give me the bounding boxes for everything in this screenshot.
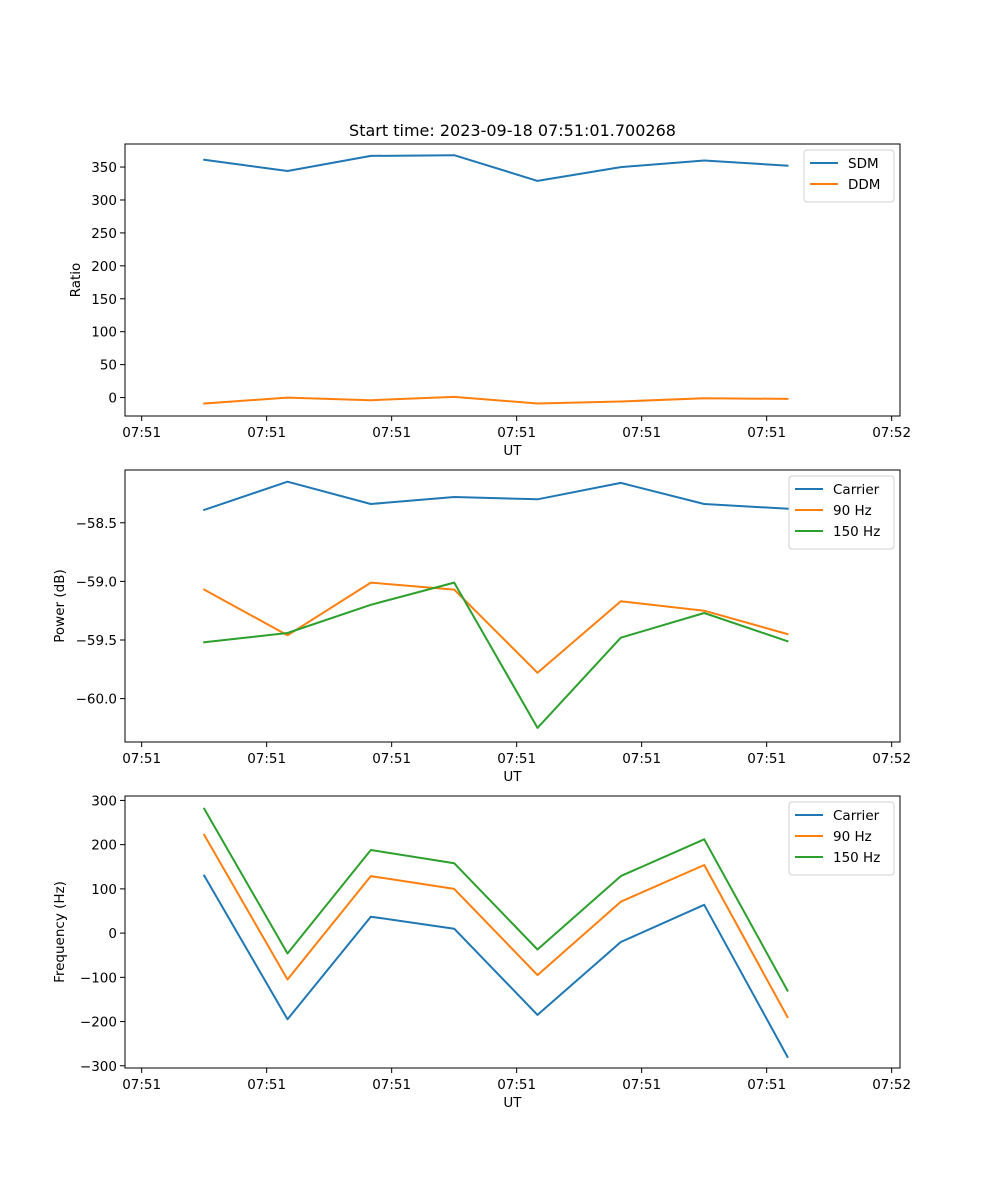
chart-title: Start time: 2023-09-18 07:51:01.700268 bbox=[349, 121, 676, 140]
power-x-tick-label: 07:51 bbox=[497, 751, 536, 767]
ratio-y-tick-label: 350 bbox=[91, 160, 117, 176]
ratio-legend-label: DDM bbox=[848, 177, 880, 193]
power-series-90-hz-line bbox=[202, 581, 789, 674]
ratio-axes-frame bbox=[124, 143, 901, 417]
power-x-tick-label: 07:51 bbox=[372, 751, 411, 767]
frequency-x-tick-label: 07:51 bbox=[622, 1077, 661, 1093]
frequency-legend-label: 90 Hz bbox=[833, 829, 872, 845]
frequency-series-90-hz-line bbox=[202, 833, 789, 1019]
power-series-150-hz-line bbox=[203, 581, 789, 729]
ratio-y-tick-label: 0 bbox=[108, 391, 117, 407]
frequency-y-tick-label: −100 bbox=[80, 970, 117, 986]
power-x-axis-label: UT bbox=[503, 769, 522, 785]
frequency-y-tick-label: 300 bbox=[91, 793, 117, 809]
frequency-y-tick-label: 100 bbox=[91, 882, 117, 898]
ratio-axes: 07:51 07:51 07:51 07:51 07:51 07:51 07:52 0 50 10… bbox=[68, 143, 911, 459]
ratio-y-tick-label: 100 bbox=[91, 325, 117, 341]
ratio-series-sdm-line bbox=[203, 154, 789, 182]
ratio-x-tick-label: 07:52 bbox=[872, 425, 911, 441]
power-x-tick-label: 07:52 bbox=[872, 751, 911, 767]
frequency-x-axis-label: UT bbox=[503, 1095, 522, 1111]
power-y-tick-label: −59.0 bbox=[76, 574, 117, 590]
ratio-x-axis-label: UT bbox=[503, 443, 522, 459]
frequency-y-axis-label: Frequency (Hz) bbox=[52, 881, 68, 983]
frequency-axes-frame bbox=[124, 795, 901, 1069]
frequency-y-tick-label: 200 bbox=[91, 838, 117, 854]
power-axes: 07:51 07:51 07:51 07:51 07:51 07:51 07:52 −58.5… bbox=[52, 469, 911, 785]
power-x-tick-label: 07:51 bbox=[622, 751, 661, 767]
ratio-legend-label: SDM bbox=[848, 156, 879, 172]
power-x-tick-label: 07:51 bbox=[247, 751, 286, 767]
frequency-x-tick-label: 07:52 bbox=[872, 1077, 911, 1093]
frequency-series-carrier-line bbox=[202, 874, 789, 1059]
power-legend-label: Carrier bbox=[833, 482, 880, 498]
frequency-x-tick-label: 07:51 bbox=[747, 1077, 786, 1093]
power-x-tick-label: 07:51 bbox=[122, 751, 161, 767]
frequency-x-tick-label: 07:51 bbox=[497, 1077, 536, 1093]
power-axes-frame bbox=[124, 469, 901, 743]
frequency-x-tick-label: 07:51 bbox=[372, 1077, 411, 1093]
ratio-y-tick-label: 200 bbox=[91, 259, 117, 275]
power-y-tick-label: −58.5 bbox=[76, 516, 117, 532]
ratio-y-tick-label: 300 bbox=[91, 193, 117, 209]
frequency-y-tick-label: −200 bbox=[80, 1015, 117, 1031]
ratio-y-tick-label: 250 bbox=[91, 226, 117, 242]
power-legend-label: 90 Hz bbox=[833, 503, 872, 519]
ratio-x-tick-label: 07:51 bbox=[622, 425, 661, 441]
ratio-x-tick-label: 07:51 bbox=[372, 425, 411, 441]
frequency-x-tick-label: 07:51 bbox=[247, 1077, 286, 1093]
subplot-ratio: Start time: 2023-09-18 07:51:01.700268 0… bbox=[68, 121, 911, 459]
frequency-y-tick-label: 0 bbox=[108, 926, 117, 942]
frequency-legend-label: Carrier bbox=[833, 808, 880, 824]
ratio-x-tick-label: 07:51 bbox=[747, 425, 786, 441]
power-y-axis-label: Power (dB) bbox=[52, 569, 68, 642]
frequency-x-tick-label: 07:51 bbox=[122, 1077, 161, 1093]
power-y-tick-label: −60.0 bbox=[76, 692, 117, 708]
ratio-x-tick-label: 07:51 bbox=[247, 425, 286, 441]
frequency-axes: 07:51 07:51 07:51 07:51 07:51 07:51 07:52 −300 −… bbox=[52, 793, 911, 1111]
frequency-series-150-hz-line bbox=[202, 807, 789, 992]
power-series-carrier-line bbox=[202, 480, 789, 512]
subplot-frequency: 07:51 07:51 07:51 07:51 07:51 07:51 07:52 −300 −… bbox=[52, 793, 911, 1111]
frequency-legend-label: 150 Hz bbox=[833, 850, 880, 866]
subplot-power: 07:51 07:51 07:51 07:51 07:51 07:51 07:52 −58.5… bbox=[52, 469, 911, 785]
ratio-y-tick-label: 50 bbox=[100, 358, 117, 374]
ratio-x-tick-label: 07:51 bbox=[497, 425, 536, 441]
ratio-x-tick-label: 07:51 bbox=[122, 425, 161, 441]
power-x-tick-label: 07:51 bbox=[747, 751, 786, 767]
ratio-y-tick-label: 150 bbox=[91, 292, 117, 308]
ratio-series-ddm-line bbox=[203, 395, 789, 405]
ratio-y-axis-label: Ratio bbox=[68, 263, 84, 298]
power-legend-label: 150 Hz bbox=[833, 524, 880, 540]
frequency-y-tick-label: −300 bbox=[80, 1059, 117, 1075]
power-y-tick-label: −59.5 bbox=[76, 633, 117, 649]
